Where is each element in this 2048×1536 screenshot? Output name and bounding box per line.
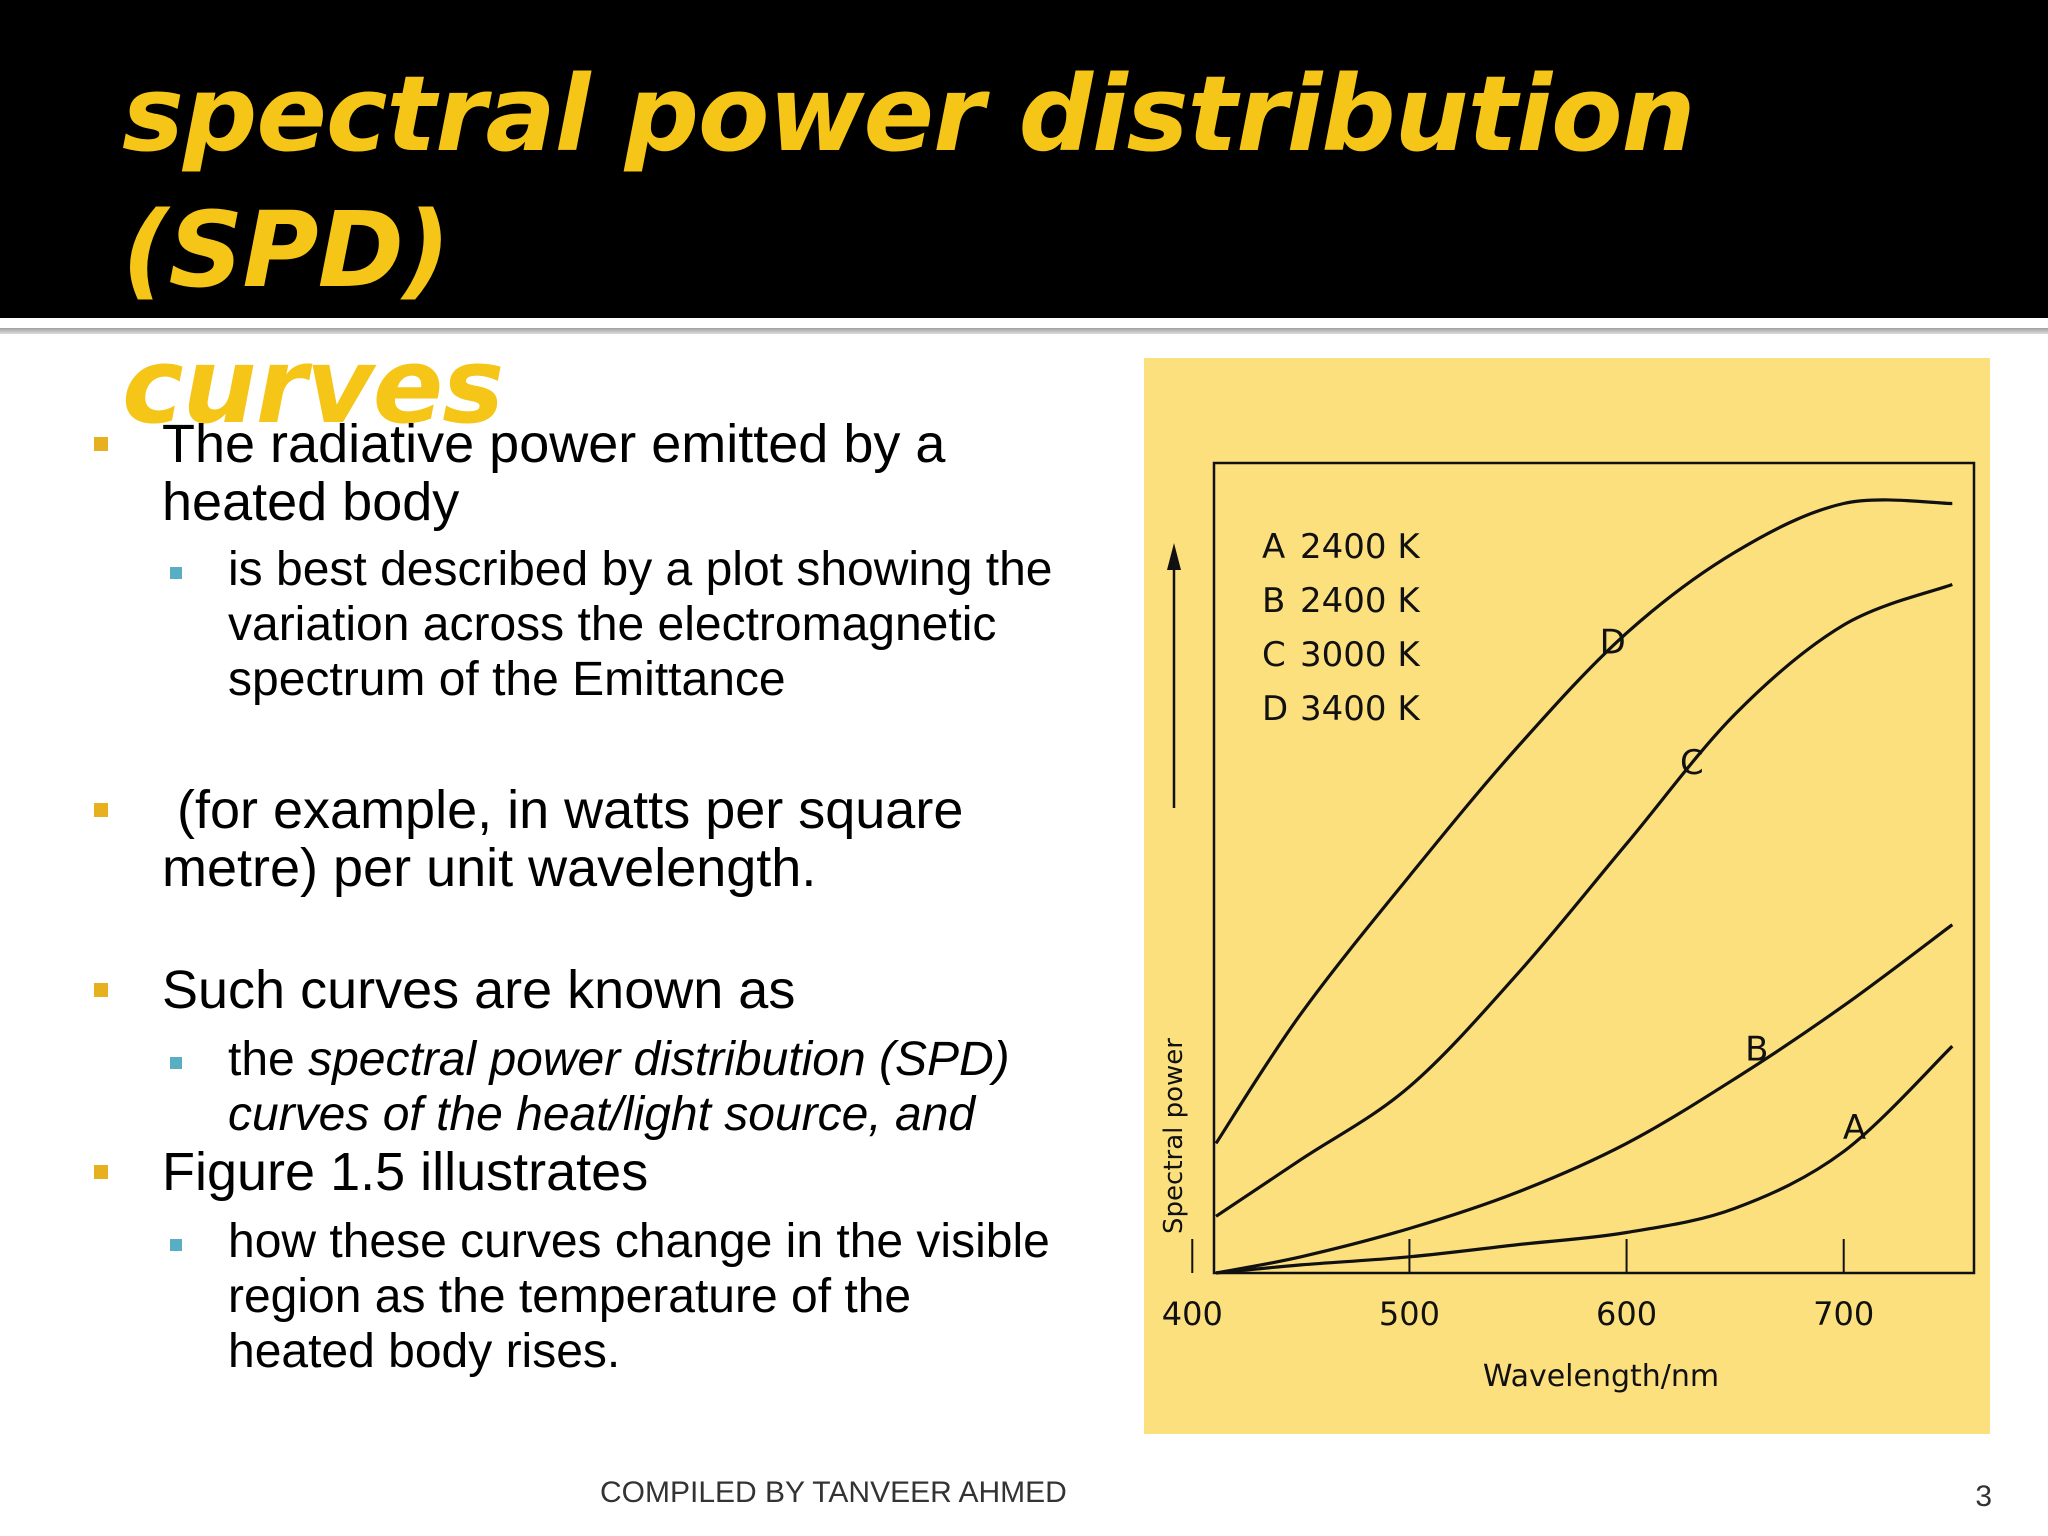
legend-letter: A (1262, 527, 1285, 567)
curve-labels: A B C D (1600, 623, 1866, 1149)
title-divider (0, 328, 2048, 334)
slide-title: spectral power distribution (SPD) curves (122, 53, 1696, 447)
legend-temperature: 2400 K (1300, 581, 1421, 621)
bullet-marker (94, 803, 108, 817)
series-line-c (1215, 583, 1953, 1218)
sub-bullet-text: how these curves change in the visible (228, 1215, 1050, 1268)
series-lines (1214, 498, 1954, 1275)
footer-credit: COMPILED BY TANVEER AHMED (600, 1476, 1067, 1509)
bullet-text: Figure 1.5 illustrates (162, 1142, 649, 1202)
curve-label-b: B (1745, 1030, 1768, 1070)
sub-bullet-text: is best described by a plot showing the (228, 543, 1053, 596)
x-tick-label: 600 (1596, 1295, 1657, 1333)
chart-legend: A 2400 K B 2400 K C 3000 K D 3400 K (1262, 527, 1421, 729)
title-bar: spectral power distribution (SPD) curves (0, 0, 2048, 447)
bullet-marker (94, 1165, 108, 1179)
plot-frame (1212, 461, 1976, 1275)
y-axis-arrow (1167, 543, 1181, 808)
sub-bullet-marker (170, 1239, 182, 1251)
bullet-list: The radiative power emitted by a heated … (0, 400, 1140, 1440)
bullet-text: (for example, in watts per square (162, 780, 964, 840)
curve-label-a: A (1843, 1108, 1866, 1148)
bullet-text: The radiative power emitted by a (162, 414, 946, 474)
bullet-text: heated body (162, 472, 460, 532)
sub-bullet-text: region as the temperature of the (228, 1270, 912, 1323)
sub-bullet-text: variation across the electromagnetic (228, 598, 997, 651)
bullet-marker (94, 983, 108, 997)
legend-letter: D (1262, 689, 1288, 729)
sub-bullet-text: heated body rises. (228, 1325, 621, 1378)
series-line-a (1215, 1045, 1954, 1275)
x-axis-tick-labels: 400 500 600 700 (1162, 1295, 1875, 1333)
legend-letter: B (1262, 581, 1285, 621)
series-line-b (1215, 923, 1954, 1275)
x-tick-label: 500 (1379, 1295, 1440, 1333)
sub-bullet-marker (170, 567, 182, 579)
legend-temperature: 3000 K (1300, 635, 1421, 675)
sub-bullet-text: curves of the heat/light source, and (228, 1088, 976, 1141)
sub-bullet-marker (170, 1057, 182, 1069)
bullet-marker (94, 437, 108, 451)
sub-bullet-text: the spectral power distribution (SPD) (228, 1033, 1010, 1086)
bullet-text: Such curves are known as (162, 960, 796, 1020)
x-tick-label: 700 (1813, 1295, 1874, 1333)
bullet-text: metre) per unit wavelength. (162, 838, 817, 898)
y-axis-label: Spectral power (1159, 1038, 1189, 1234)
legend-temperature: 2400 K (1300, 527, 1421, 567)
curve-label-c: C (1680, 743, 1704, 783)
legend-temperature: 3400 K (1300, 689, 1421, 729)
legend-letter: C (1262, 635, 1286, 675)
sub-bullet-text: spectrum of the Emittance (228, 653, 786, 706)
x-axis-label: Wavelength/nm (1483, 1359, 1719, 1394)
page-number: 3 (1975, 1480, 1992, 1513)
series-line-d (1214, 498, 1953, 1145)
x-tick-label: 400 (1162, 1295, 1223, 1333)
curve-label-d: D (1600, 623, 1626, 663)
